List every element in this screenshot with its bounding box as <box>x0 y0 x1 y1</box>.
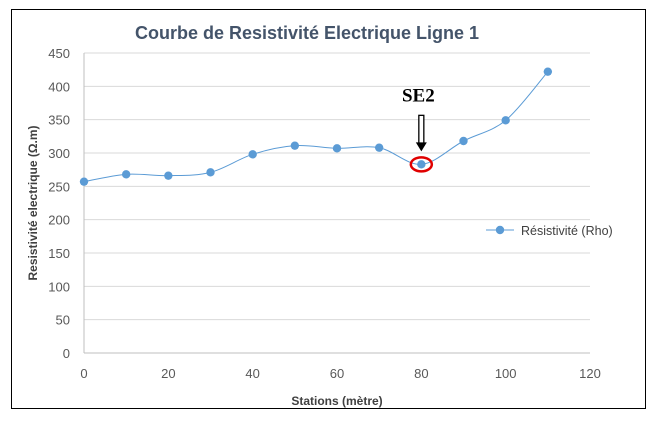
data-point-100 <box>501 116 510 125</box>
y-tick-label-100: 100 <box>48 279 70 294</box>
x-tick-label-0: 0 <box>80 366 87 381</box>
data-point-70 <box>374 143 384 152</box>
y-tick-label-250: 250 <box>48 179 70 194</box>
y-tick-label-400: 400 <box>48 79 70 94</box>
data-point-0 <box>79 177 89 186</box>
data-point-80 <box>417 160 426 169</box>
data-point-20 <box>164 171 173 180</box>
y-tick-label-50: 50 <box>56 313 70 328</box>
data-point-60 <box>332 144 342 153</box>
axes <box>83 53 590 354</box>
x-tick-label-60: 60 <box>330 366 344 381</box>
data-point-110 <box>543 67 553 76</box>
tick-labels: 0 50 100 150 200 250 300 350 400 450 0 20 40 60 80 100 1… <box>48 46 601 381</box>
annotation-arrow-shaft <box>418 114 425 144</box>
y-tick-label-0: 0 <box>63 346 70 361</box>
y-tick-label-300: 300 <box>48 146 70 161</box>
annotation-arrowhead <box>415 142 427 152</box>
x-tick-label-20: 20 <box>161 366 175 381</box>
y-axis-title: Resistivité electrique (Ω.m) <box>26 125 40 280</box>
y-tick-label-450: 450 <box>48 46 70 61</box>
gridlines <box>84 52 590 321</box>
y-tick-label-200: 200 <box>48 213 70 228</box>
legend-marker <box>495 225 505 235</box>
annotation-ellipse <box>409 156 434 173</box>
legend-label: Résistivité (Rho) <box>521 224 613 238</box>
annotation-arrow <box>415 114 427 152</box>
y-tick-label-350: 350 <box>48 113 70 128</box>
series-line-0 <box>83 71 549 183</box>
data-point-90 <box>459 136 468 146</box>
data-point-50 <box>290 141 300 150</box>
x-tick-label-40: 40 <box>245 366 259 381</box>
data-point-30 <box>206 168 215 177</box>
chart-frame <box>11 9 646 409</box>
data-point-10 <box>121 170 131 179</box>
data-point-40 <box>248 150 257 159</box>
legend: Résistivité (Rho) <box>486 224 613 238</box>
series-group <box>79 67 553 186</box>
y-tick-label-150: 150 <box>48 246 70 261</box>
x-tick-label-80: 80 <box>414 366 428 381</box>
chart-title: Courbe de Resistivité Electrique Ligne 1 <box>135 23 479 43</box>
annotation-label: SE2 <box>402 85 435 106</box>
x-tick-label-100: 100 <box>495 366 517 381</box>
x-tick-label-120: 120 <box>579 366 601 381</box>
annotation-group: SE2 <box>402 85 435 173</box>
x-axis-title: Stations (mètre) <box>291 394 382 408</box>
